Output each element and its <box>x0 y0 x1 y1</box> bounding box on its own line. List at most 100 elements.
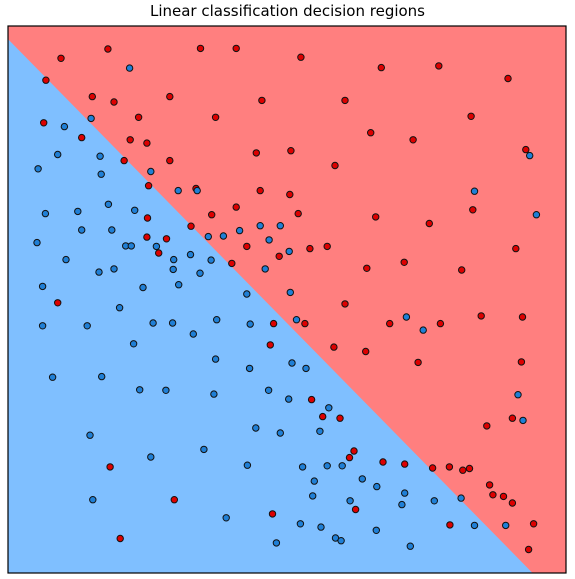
red-point-74 <box>401 460 409 468</box>
blue-point-68 <box>514 391 522 399</box>
blue-point-58 <box>288 359 296 367</box>
red-point-3 <box>232 44 240 53</box>
red-point-25 <box>287 147 295 155</box>
red-point-23 <box>522 145 530 154</box>
red-point-46 <box>323 242 331 251</box>
red-point-40 <box>143 233 151 241</box>
red-point-56 <box>301 319 309 328</box>
blue-point-53 <box>38 322 47 330</box>
red-point-27 <box>166 156 174 165</box>
blue-point-81 <box>310 477 318 485</box>
blue-point-65 <box>264 386 273 394</box>
blue-point-2 <box>60 122 69 131</box>
blue-point-37 <box>196 269 204 277</box>
blue-point-21 <box>219 232 228 240</box>
blue-point-95 <box>470 521 479 530</box>
blue-point-10 <box>470 187 479 195</box>
red-point-15 <box>211 113 220 122</box>
blue-point-83 <box>401 489 409 497</box>
blue-point-57 <box>245 364 254 373</box>
blue-point-3 <box>54 150 62 159</box>
red-point-17 <box>78 133 86 142</box>
blue-point-78 <box>323 462 331 470</box>
red-point-69 <box>483 422 491 430</box>
red-point-63 <box>362 347 370 356</box>
blue-point-75 <box>147 453 155 461</box>
red-point-60 <box>518 313 527 321</box>
blue-point-93 <box>372 526 380 534</box>
red-point-13 <box>341 96 349 105</box>
blue-point-70 <box>252 424 260 432</box>
red-point-67 <box>319 412 327 421</box>
red-point-42 <box>187 222 195 230</box>
red-point-21 <box>409 136 417 144</box>
red-point-24 <box>252 149 260 157</box>
blue-point-63 <box>162 386 170 394</box>
red-point-86 <box>351 505 360 514</box>
blue-point-20 <box>204 232 213 241</box>
red-point-58 <box>436 319 445 328</box>
red-point-18 <box>126 136 134 144</box>
blue-point-98 <box>337 537 345 545</box>
red-point-53 <box>54 299 62 307</box>
plot-frame <box>7 25 567 574</box>
red-point-30 <box>256 186 264 195</box>
blue-point-19 <box>152 242 161 251</box>
blue-point-45 <box>83 322 91 330</box>
blue-point-52 <box>419 326 427 334</box>
blue-point-36 <box>169 265 177 274</box>
blue-point-47 <box>168 319 177 327</box>
blue-point-7 <box>147 167 155 176</box>
blue-point-16 <box>131 206 139 215</box>
red-point-61 <box>266 341 274 349</box>
blue-point-92 <box>317 523 325 531</box>
blue-point-49 <box>246 320 254 328</box>
blue-point-56 <box>211 355 220 363</box>
red-point-88 <box>529 520 538 528</box>
blue-point-31 <box>207 256 215 264</box>
blue-point-39 <box>38 282 47 291</box>
red-point-5 <box>377 63 385 72</box>
red-point-34 <box>208 211 216 219</box>
red-point-38 <box>425 219 433 228</box>
blue-point-26 <box>62 255 70 264</box>
red-point-44 <box>243 242 251 251</box>
chart-title: Linear classification decision regions <box>149 2 426 20</box>
blue-point-5 <box>34 165 42 173</box>
red-point-41 <box>162 235 171 243</box>
blue-point-73 <box>86 431 94 439</box>
red-point-89 <box>116 534 124 543</box>
red-point-84 <box>170 496 179 504</box>
red-point-72 <box>345 453 354 462</box>
blue-point-50 <box>292 316 301 324</box>
red-point-0 <box>57 54 65 62</box>
blue-point-60 <box>48 373 57 381</box>
blue-point-46 <box>149 319 157 327</box>
red-point-20 <box>367 129 375 137</box>
blue-point-54 <box>189 330 198 338</box>
red-point-14 <box>134 113 143 122</box>
red-point-75 <box>428 464 437 472</box>
blue-point-22 <box>235 226 244 235</box>
red-point-11 <box>166 92 174 101</box>
red-point-50 <box>400 258 408 266</box>
red-point-85 <box>268 510 277 518</box>
red-point-87 <box>446 521 454 529</box>
red-point-9 <box>88 92 97 101</box>
red-point-26 <box>331 161 339 170</box>
blue-point-44 <box>115 304 124 312</box>
blue-point-32 <box>265 236 273 244</box>
red-point-77 <box>459 466 467 474</box>
blue-point-15 <box>104 200 113 209</box>
blue-point-77 <box>298 463 307 471</box>
red-point-19 <box>143 139 151 147</box>
blue-point-0 <box>125 64 134 72</box>
blue-point-69 <box>519 416 527 425</box>
blue-point-85 <box>346 497 354 505</box>
red-point-68 <box>336 414 344 422</box>
blue-point-30 <box>186 250 195 259</box>
red-point-82 <box>499 492 508 501</box>
red-point-37 <box>372 213 380 221</box>
red-point-4 <box>297 53 305 61</box>
red-point-65 <box>517 358 526 366</box>
